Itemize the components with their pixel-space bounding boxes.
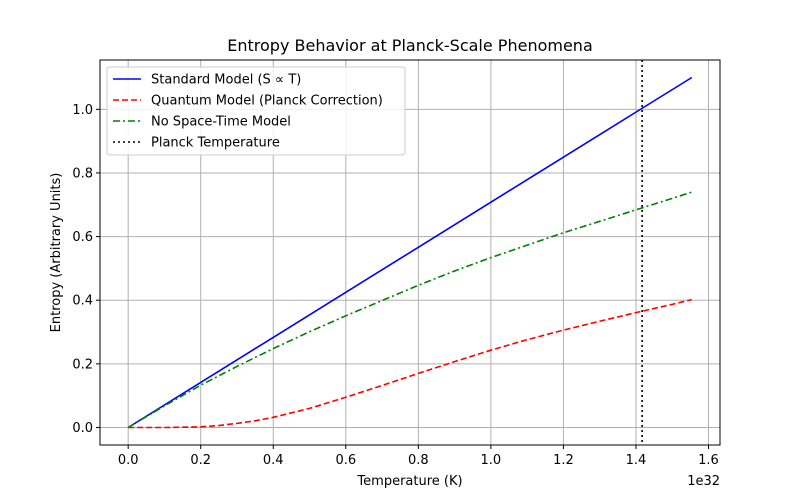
y-tick-label: 0.0 (72, 421, 93, 436)
x-tick-label: 1.4 (626, 453, 647, 468)
y-tick-label: 0.2 (72, 357, 93, 372)
y-tick-label: 1.0 (72, 103, 93, 118)
legend-label: Quantum Model (Planck Correction) (151, 94, 383, 109)
x-tick-label: 1.6 (698, 453, 719, 468)
y-tick-label: 0.8 (72, 166, 93, 181)
series-line (128, 298, 693, 429)
x-tick-label: 1.0 (481, 453, 502, 468)
legend-box (106, 66, 406, 156)
legend-label: Planck Temperature (151, 136, 280, 151)
series-line (127, 76, 693, 429)
y-axis-label: Entropy (Arbitrary Units) (49, 173, 64, 333)
x-tick-label: 0.2 (190, 453, 211, 468)
legend-entries: Standard Model (S ∝ T) Quantum Model (Pla… (113, 73, 383, 151)
x-tick-label: 1.2 (553, 453, 574, 468)
y-tick-label: 0.6 (72, 230, 93, 245)
x-tick-label: 0.4 (263, 453, 284, 468)
tick-layer: 0.0 0.2 0.4 0.6 0.8 1.0 1.2 1.4 1.6 0.0 0.2 0.4 0.6 0… (72, 103, 719, 468)
legend-label: No Space-Time Model (151, 115, 291, 130)
series-line (127, 191, 693, 429)
series-layer (127, 60, 693, 445)
x-tick-label: 0.8 (408, 453, 429, 468)
legend-label: Standard Model (S ∝ T) (151, 73, 301, 88)
x-tick-label: 0.6 (335, 453, 356, 468)
chart-title: Entropy Behavior at Planck-Scale Phenome… (227, 36, 593, 55)
legend: Standard Model (S ∝ T) Quantum Model (Pla… (106, 66, 406, 156)
y-tick-label: 0.4 (72, 294, 93, 309)
x-axis-label: Temperature (K) (356, 474, 462, 489)
plot-frame (99, 59, 721, 446)
x-axis-offset-label: 1e32 (687, 474, 720, 489)
x-tick-label: 0.0 (118, 453, 139, 468)
